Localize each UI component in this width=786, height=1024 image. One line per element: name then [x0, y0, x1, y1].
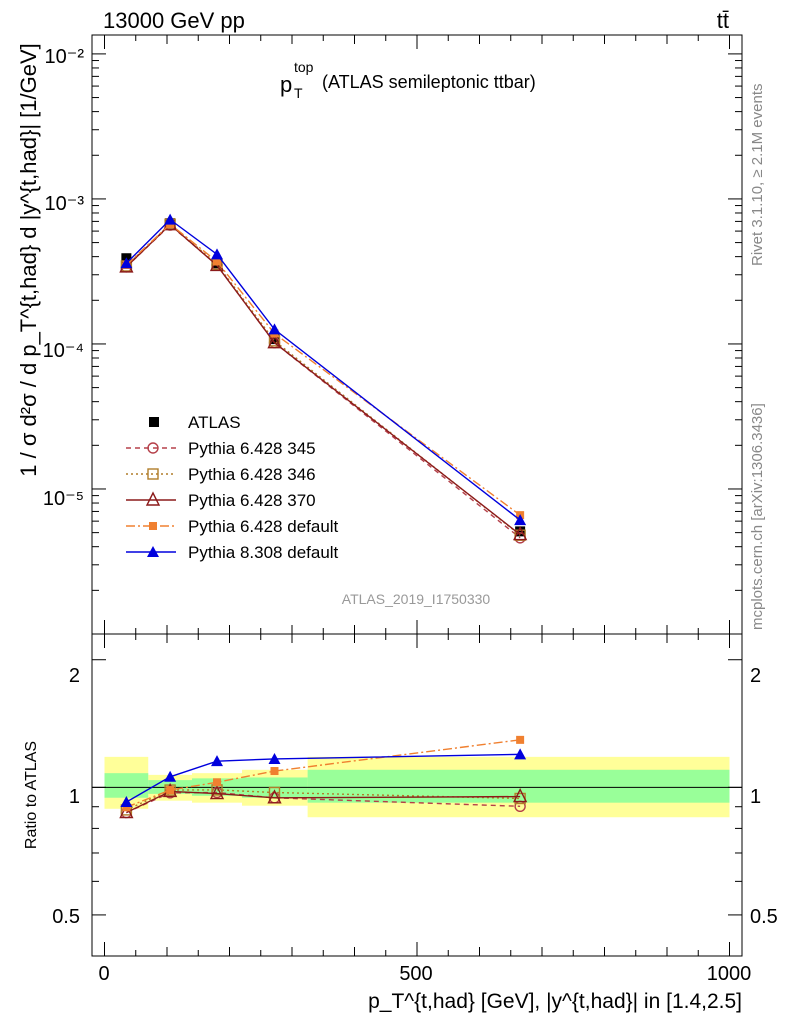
series-point-4: [514, 514, 527, 526]
lower-frame: [91, 633, 743, 957]
ratio-series-layer: [119, 735, 528, 819]
rivet-version-label: Rivet 3.1.10, ≥ 2.1M events: [749, 84, 766, 267]
ratio-line-2: [126, 790, 521, 814]
y-tick-1e-4: 10⁻⁴: [43, 340, 84, 362]
series-point-4: [164, 213, 177, 225]
ratio-point-3: [270, 767, 279, 776]
y-tick-1e-3: 10⁻³: [45, 193, 85, 215]
x-tick-1000: 1000: [707, 963, 752, 985]
title-main: p: [280, 72, 292, 97]
y-axis-label-lower: Ratio to ATLAS: [23, 741, 40, 849]
ratio-tick-0.5-left: 0.5: [52, 906, 80, 928]
ratio-point-4: [514, 748, 527, 760]
lower-ticks: [92, 634, 742, 957]
upper-series-layer: [119, 213, 528, 544]
x-tick-labels: 0 500 1000: [98, 963, 751, 985]
x-tick-0: 0: [98, 963, 109, 985]
ratio-band-inner: [104, 773, 149, 798]
ratio-tick-0.5-right: 0.5: [750, 906, 778, 928]
ratio-tick-1-left: 1: [69, 786, 80, 808]
ratio-point-2: [119, 804, 134, 819]
ratio-line-0: [126, 791, 521, 814]
legend-label-1: Pythia 6.428 346: [188, 465, 316, 484]
series-point-4: [211, 248, 223, 260]
x-tick-500: 500: [399, 963, 432, 985]
legend-label-3: Pythia 6.428 default: [188, 517, 339, 536]
ratio-point-4: [211, 755, 223, 767]
ratio-point-2: [512, 788, 528, 803]
ratio-point-2: [267, 789, 282, 804]
atlas-data-point: [515, 526, 526, 537]
ratio-tick-1-right: 1: [750, 786, 761, 808]
legend-marker-4: [147, 546, 159, 557]
ratio-point-3: [122, 803, 131, 812]
plot-title: p top T (ATLAS semileptonic ttbar): [280, 59, 536, 101]
lower-y-tick-labels: 0.5 1 2 0.5 1 2: [52, 665, 778, 928]
y-axis-label-upper: 1 / σ d²σ / d p_T^{t,had} d |y^{t,had}| …: [16, 43, 41, 477]
y-tick-1e-5: 10⁻⁵: [43, 488, 84, 510]
ratio-tick-2-left: 2: [69, 665, 80, 687]
legend-marker-2: [145, 491, 161, 506]
legend-marker-atlas: [149, 417, 159, 427]
ratio-bands: [92, 756, 742, 818]
legend-marker-0: [147, 442, 159, 454]
legend: ATLAS Pythia 6.428 345 Pythia 6.428 346 Pyt…: [126, 413, 339, 562]
ratio-point-3: [213, 778, 221, 787]
ratio-point-4: [120, 796, 133, 808]
upper-ticks: [92, 35, 742, 635]
energy-label: 13000 GeV pp: [103, 8, 245, 33]
title-sub: T: [294, 85, 303, 101]
legend-label-2: Pythia 6.428 370: [188, 491, 316, 510]
series-point-2: [512, 525, 528, 541]
title-rest: (ATLAS semileptonic ttbar): [322, 72, 536, 92]
upper-y-tick-labels: 10⁻⁵ 10⁻⁴ 10⁻³ 10⁻²: [43, 46, 85, 510]
ratio-tick-2-right: 2: [750, 665, 761, 687]
series-point-3: [213, 257, 221, 266]
series-point-2: [267, 334, 282, 349]
y-tick-1e-2: 10⁻²: [45, 46, 85, 68]
ratio-point-2: [209, 785, 225, 800]
ratio-point-3: [166, 786, 175, 795]
ratio-point-4: [268, 752, 281, 764]
ratio-point-4: [164, 770, 177, 782]
mcplots-label: mcplots.cern.ch [arXiv:1306.3436]: [749, 403, 766, 630]
series-line-3: [125, 223, 521, 516]
analysis-label: ATLAS_2019_I1750330: [342, 591, 491, 607]
series-point-4: [268, 323, 281, 335]
legend-label-0: Pythia 6.428 345: [188, 439, 316, 458]
atlas-data-point: [269, 334, 280, 345]
ratio-point-3: [516, 735, 525, 744]
process-label: tt̄: [717, 8, 729, 33]
x-axis-label: p_T^{t,had} [GeV], |y^{t,had}| in [1.4,2…: [368, 990, 742, 1013]
legend-label-atlas: ATLAS: [188, 413, 241, 432]
legend-marker-3: [149, 522, 157, 530]
legend-marker-1: [147, 468, 159, 480]
legend-label-4: Pythia 8.308 default: [188, 543, 339, 562]
title-sup: top: [294, 59, 314, 75]
series-point-4: [120, 257, 133, 269]
